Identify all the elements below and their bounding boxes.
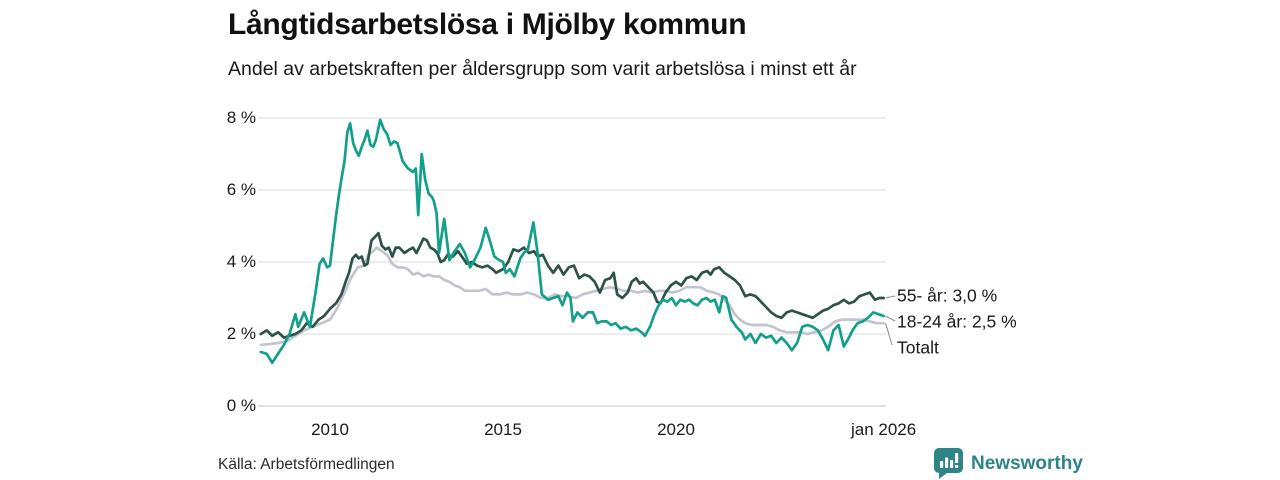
label-leader-line bbox=[885, 323, 893, 346]
x-tick-label: 2020 bbox=[657, 420, 695, 439]
source-note: Källa: Arbetsförmedlingen bbox=[218, 456, 395, 473]
newsworthy-bubble-chart-icon bbox=[934, 448, 963, 479]
y-tick-label: 2 % bbox=[226, 324, 256, 343]
x-tick-label: 2015 bbox=[484, 420, 522, 439]
y-tick-label: 8 % bbox=[226, 108, 256, 127]
series-line-18-24-r bbox=[259, 118, 885, 365]
page-title: Långtidsarbetslösa i Mjölby kommun bbox=[228, 8, 747, 41]
series-label-18-24: 18-24 år: 2,5 % bbox=[897, 311, 1017, 332]
chart-subtitle: Andel av arbetskraften per åldersgrupp s… bbox=[228, 58, 857, 80]
x-tick-label: 2010 bbox=[311, 420, 349, 439]
series-label-55: 55- år: 3,0 % bbox=[897, 285, 998, 306]
label-leader-line bbox=[885, 295, 896, 299]
brand-name: Newsworthy bbox=[971, 452, 1083, 474]
newsworthy-logo: Newsworthy bbox=[934, 448, 1083, 479]
series-line-55-r bbox=[259, 231, 885, 339]
label-leader-line bbox=[885, 315, 896, 322]
y-tick-label: 0 % bbox=[226, 396, 256, 415]
y-tick-label: 6 % bbox=[226, 180, 256, 199]
series-label-totalt: Totalt bbox=[897, 337, 939, 358]
y-tick-label: 4 % bbox=[226, 252, 256, 271]
x-tick-label: jan 2026 bbox=[850, 420, 917, 439]
